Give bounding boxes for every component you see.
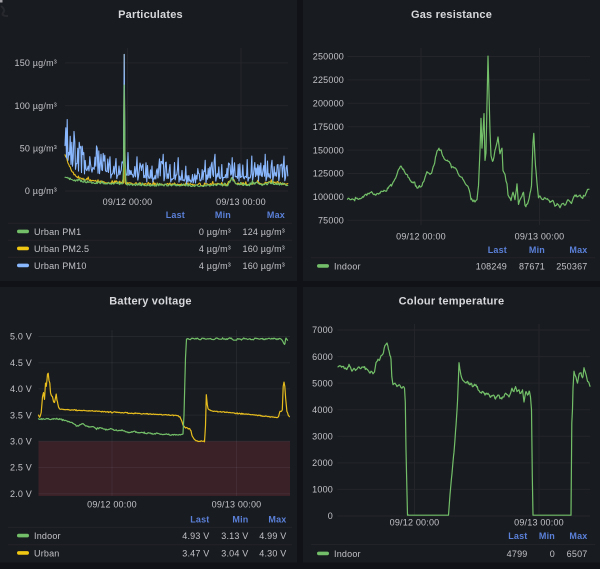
svg-text:4.0 V: 4.0 V [10, 384, 32, 394]
svg-text:Colour temperature: Colour temperature [399, 295, 505, 307]
svg-text:Max: Max [569, 531, 587, 541]
svg-text:175000: 175000 [313, 122, 344, 132]
svg-text:3.0 V: 3.0 V [10, 437, 32, 447]
svg-text:Last: Last [166, 210, 185, 220]
svg-text:200000: 200000 [313, 99, 344, 109]
svg-text:2000: 2000 [312, 458, 333, 468]
svg-text:09/12 00:00: 09/12 00:00 [87, 500, 137, 510]
svg-text:3.5 V: 3.5 V [10, 410, 32, 420]
svg-text:100000: 100000 [313, 192, 344, 202]
svg-text:108249: 108249 [476, 261, 507, 271]
svg-text:125000: 125000 [313, 169, 344, 179]
svg-text:0 µg/m³: 0 µg/m³ [199, 227, 231, 237]
svg-text:150000: 150000 [313, 145, 344, 155]
svg-text:Last: Last [508, 531, 527, 541]
svg-text:3.13 V: 3.13 V [221, 531, 248, 541]
svg-text:5000: 5000 [312, 378, 333, 388]
svg-text:1000: 1000 [312, 485, 333, 495]
svg-text:0: 0 [550, 549, 555, 559]
svg-text:Min: Min [232, 515, 248, 525]
svg-text:Urban: Urban [34, 548, 60, 558]
svg-text:6507: 6507 [567, 549, 588, 559]
svg-text:4.30 V: 4.30 V [259, 548, 286, 558]
svg-text:Min: Min [539, 531, 555, 541]
svg-text:4.93 V: 4.93 V [182, 531, 209, 541]
svg-text:Urban PM1: Urban PM1 [34, 227, 81, 237]
svg-text:Gas resistance: Gas resistance [411, 9, 492, 21]
svg-text:160 µg/m³: 160 µg/m³ [242, 261, 285, 271]
svg-text:Indoor: Indoor [34, 531, 61, 541]
svg-text:250367: 250367 [556, 261, 587, 271]
svg-text:4 µg/m³: 4 µg/m³ [199, 244, 231, 254]
svg-text:Urban PM2.5: Urban PM2.5 [34, 244, 89, 254]
svg-text:5.0 V: 5.0 V [10, 332, 32, 342]
svg-text:09/13 00:00: 09/13 00:00 [514, 518, 564, 528]
svg-text:Battery voltage: Battery voltage [109, 295, 191, 307]
svg-text:250000: 250000 [313, 52, 344, 62]
svg-text:160 µg/m³: 160 µg/m³ [242, 244, 285, 254]
svg-text:0 µg/m³: 0 µg/m³ [25, 186, 57, 196]
svg-text:75000: 75000 [318, 216, 344, 226]
svg-text:4000: 4000 [312, 405, 333, 415]
svg-text:2.0 V: 2.0 V [10, 489, 32, 499]
svg-text:100 µg/m³: 100 µg/m³ [14, 101, 57, 111]
svg-text:Last: Last [190, 515, 209, 525]
svg-text:09/12 00:00: 09/12 00:00 [396, 232, 446, 242]
svg-text:124 µg/m³: 124 µg/m³ [242, 227, 285, 237]
svg-text:0: 0 [328, 511, 333, 521]
svg-text:09/13 00:00: 09/13 00:00 [515, 232, 565, 242]
svg-text:4 µg/m³: 4 µg/m³ [199, 261, 231, 271]
svg-text:09/13 00:00: 09/13 00:00 [212, 500, 262, 510]
svg-text:6000: 6000 [312, 352, 333, 362]
svg-text:Min: Min [529, 245, 545, 255]
svg-text:4.5 V: 4.5 V [10, 358, 32, 368]
svg-text:Indoor: Indoor [334, 549, 361, 559]
svg-text:4.99 V: 4.99 V [259, 531, 286, 541]
svg-text:Max: Max [569, 245, 587, 255]
svg-text:Min: Min [215, 210, 231, 220]
svg-text:Max: Max [267, 210, 285, 220]
svg-text:Urban PM10: Urban PM10 [34, 261, 87, 271]
svg-text:Max: Max [268, 515, 286, 525]
svg-text:4799: 4799 [507, 549, 528, 559]
svg-text:3.04 V: 3.04 V [221, 548, 248, 558]
svg-text:7000: 7000 [312, 325, 333, 335]
svg-text:09/12 00:00: 09/12 00:00 [390, 518, 440, 528]
svg-text:09/12 00:00: 09/12 00:00 [103, 197, 153, 207]
svg-text:09/13 00:00: 09/13 00:00 [216, 197, 266, 207]
svg-text:Last: Last [488, 245, 507, 255]
svg-text:Indoor: Indoor [334, 261, 361, 271]
svg-text:2.5 V: 2.5 V [10, 463, 32, 473]
svg-text:Particulates: Particulates [118, 9, 183, 21]
svg-text:225000: 225000 [313, 75, 344, 85]
svg-text:87671: 87671 [519, 261, 545, 271]
svg-text:3.47 V: 3.47 V [182, 548, 209, 558]
svg-text:50 µg/m³: 50 µg/m³ [20, 144, 57, 154]
svg-text:150 µg/m³: 150 µg/m³ [14, 58, 57, 68]
svg-text:3000: 3000 [312, 432, 333, 442]
